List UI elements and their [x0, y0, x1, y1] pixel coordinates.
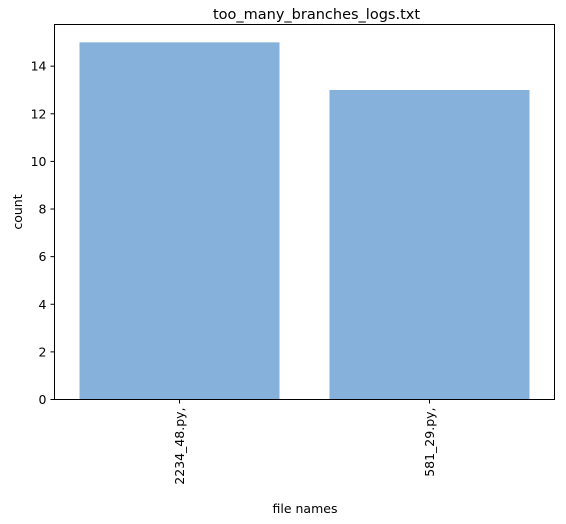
- y-tick-label: 4: [39, 297, 47, 312]
- x-axis-ticks: 2234_48.py, 581_29.py,: [172, 399, 437, 485]
- bars-group: [79, 42, 530, 400]
- chart-title: too_many_branches_logs.txt: [213, 7, 420, 23]
- bar-1: [79, 42, 280, 400]
- x-tick-label: 581_29.py,: [422, 408, 437, 477]
- y-tick-label: 2: [39, 344, 47, 359]
- y-axis-ticks: 0 2 4 6 8 10 12 14: [31, 59, 55, 407]
- y-axis-label: count: [10, 194, 25, 229]
- y-tick-label: 14: [31, 59, 47, 74]
- y-tick-label: 6: [39, 249, 47, 264]
- y-tick-label: 8: [39, 202, 47, 217]
- x-tick-label: 2234_48.py,: [172, 408, 187, 485]
- y-tick-label: 12: [31, 106, 47, 121]
- plot-frame: [54, 24, 555, 400]
- x-axis-label: file names: [273, 501, 338, 516]
- bar-2: [329, 89, 530, 400]
- y-tick-label: 10: [31, 154, 47, 169]
- y-tick-label: 0: [39, 392, 47, 407]
